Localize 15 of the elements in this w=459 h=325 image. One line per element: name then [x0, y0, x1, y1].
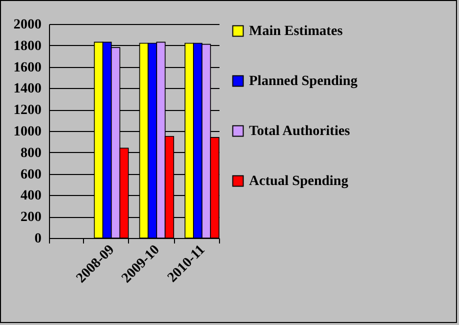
y-tick-label: 200	[20, 210, 42, 226]
y-tick-label: 1000	[14, 124, 42, 140]
y-tick-label: 1200	[14, 103, 42, 118]
y-tick-label: 0	[34, 232, 42, 246]
y-tick-label: 1800	[14, 38, 42, 54]
y-tick-label: 400	[20, 188, 42, 204]
y-tick-label: 800	[20, 146, 42, 161]
y-tick-label: 600	[20, 167, 42, 182]
legend-label: Total Authorities	[249, 124, 351, 139]
y-tick-label: 1600	[14, 60, 42, 76]
legend-label: Main Estimates	[249, 24, 344, 39]
legend-label: Planned Spending	[249, 74, 358, 89]
legend-label: Actual Spending	[249, 174, 348, 189]
y-tick-label: 1400	[14, 82, 42, 97]
y-tick-label: 2000	[14, 18, 42, 32]
